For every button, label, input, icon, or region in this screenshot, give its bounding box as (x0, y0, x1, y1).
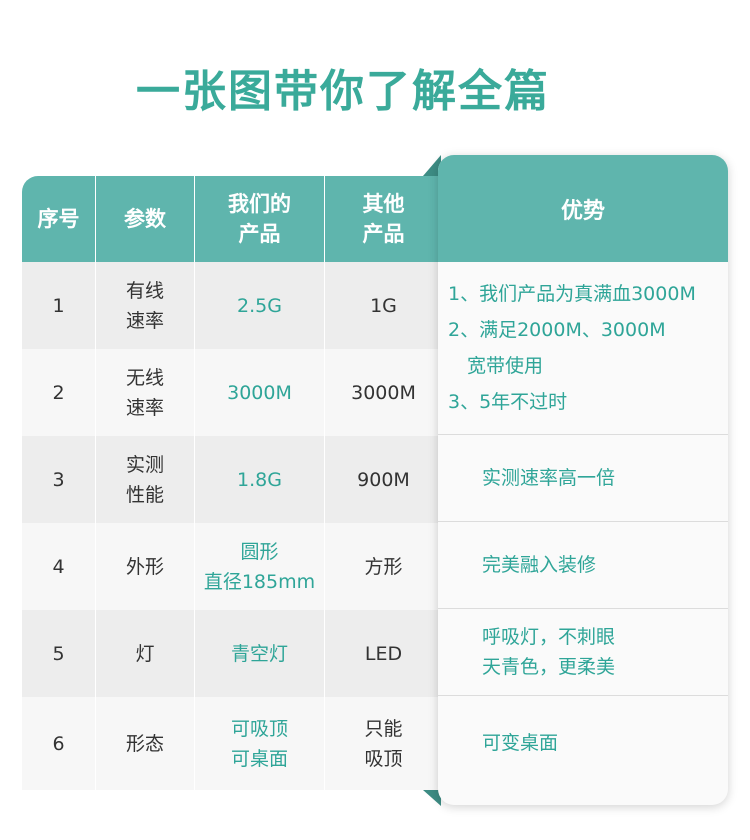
table-row: 4 外形 圆形 直径185mm 方形 (22, 523, 442, 610)
table-row: 6 形态 可吸顶 可桌面 只能 吸顶 (22, 697, 442, 790)
cell-param: 形态 (96, 697, 195, 790)
header-param: 参数 (96, 176, 195, 262)
panel-fold-bottom (423, 790, 441, 806)
table-row: 3 实测 性能 1.8G 900M (22, 436, 442, 523)
cell-param: 灯 (96, 610, 195, 697)
divider (438, 434, 728, 435)
advantage-item: 呼吸灯，不刺眼 天青色，更柔美 (438, 608, 728, 695)
cell-param: 无线 速率 (96, 349, 195, 436)
cell-others: 900M (357, 468, 410, 491)
cell-seq: 1 (22, 262, 96, 349)
header-others: 其他 产品 (362, 192, 405, 246)
cell-seq: 3 (22, 436, 96, 523)
table-row: 5 灯 青空灯 LED (22, 610, 442, 697)
header-ours: 我们的 产品 (195, 176, 325, 262)
cell-param: 有线 速率 (96, 262, 195, 349)
cell-seq: 5 (22, 610, 96, 697)
cell-ours: 青空灯 (195, 610, 325, 697)
advantage-panel: 优势 1、我们产品为真满血3000M 2、满足2000M、3000M 宽带使用 … (438, 155, 728, 805)
table-header-row: 序号 参数 我们的 产品 其他 产品 (22, 176, 442, 262)
cell-ours: 2.5G (195, 262, 325, 349)
advantage-line: 可变桌面 (482, 732, 559, 754)
cell-ours: 圆形 直径185mm (195, 523, 325, 610)
divider (438, 521, 728, 522)
page-title: 一张图带你了解全篇 (136, 66, 550, 117)
cell-others: 方形 (364, 555, 403, 578)
cell-param: 外形 (96, 523, 195, 610)
advantage-line: 实测速率高一倍 (482, 466, 616, 489)
advantage-line: 完美融入装修 (482, 553, 597, 576)
cell-param: 实测 性能 (96, 436, 195, 523)
advantage-line: 呼吸灯，不刺眼 (482, 625, 616, 648)
advantage-line: 天青色，更柔美 (482, 655, 616, 678)
advantage-item: 实测速率高一倍 (438, 434, 728, 521)
advantage-header: 优势 (438, 155, 728, 262)
advantage-line: 宽带使用 (448, 355, 544, 377)
advantage-line: 1、我们产品为真满血3000M (448, 283, 696, 305)
divider (438, 608, 728, 609)
table-row: 2 无线 速率 3000M 3000M (22, 349, 442, 436)
cell-others: 只能 吸顶 (364, 717, 403, 770)
table-row: 1 有线 速率 2.5G 1G (22, 262, 442, 349)
divider (438, 695, 728, 696)
header-seq: 序号 (22, 176, 96, 262)
advantage-item: 可变桌面 (438, 695, 728, 791)
cell-seq: 4 (22, 523, 96, 610)
cell-seq: 6 (22, 697, 96, 790)
advantage-line: 2、满足2000M、3000M (448, 319, 666, 341)
cell-seq: 2 (22, 349, 96, 436)
comparison-table: 序号 参数 我们的 产品 其他 产品 1 有线 速率 2.5G 1G 2 无线 … (22, 176, 442, 790)
cell-ours: 1.8G (195, 436, 325, 523)
advantage-line: 3、5年不过时 (448, 391, 568, 413)
cell-others: 1G (370, 294, 397, 317)
advantage-item: 1、我们产品为真满血3000M 2、满足2000M、3000M 宽带使用 3、5… (438, 262, 728, 434)
cell-others: 3000M (351, 381, 416, 404)
advantage-item: 完美融入装修 (438, 521, 728, 608)
cell-ours: 3000M (195, 349, 325, 436)
panel-fold-top (423, 155, 441, 176)
cell-ours: 可吸顶 可桌面 (195, 697, 325, 790)
cell-others: LED (364, 642, 403, 665)
